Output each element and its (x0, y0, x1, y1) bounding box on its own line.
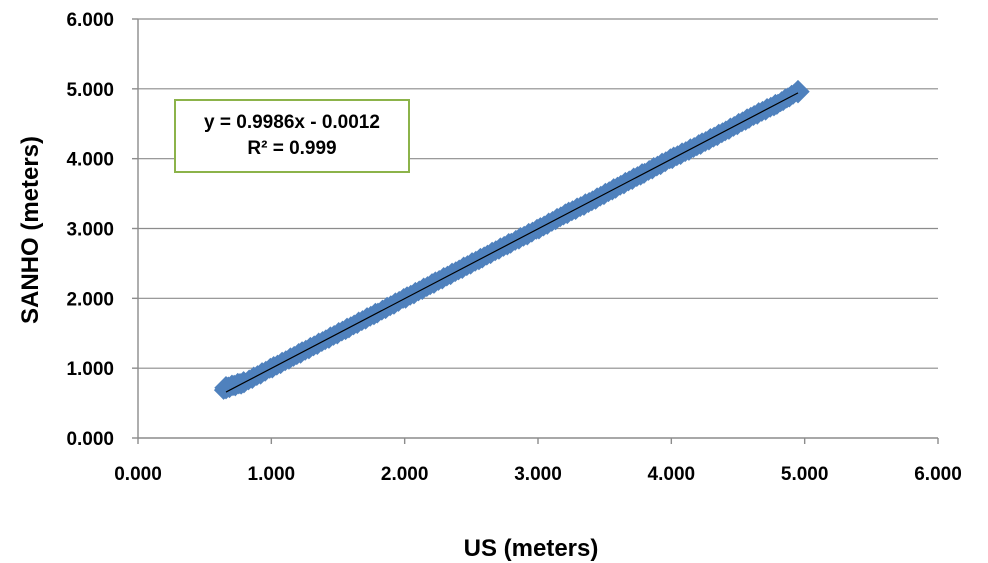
r-squared-label: R² = 0.999 (247, 138, 337, 159)
y-tick-label: 6.000 (66, 10, 114, 31)
y-tick-label: 1.000 (66, 359, 114, 380)
x-tick-label: 6.000 (914, 464, 962, 485)
y-tick-label: 5.000 (66, 80, 114, 101)
x-axis-title: US (meters) (464, 535, 599, 562)
y-tick-label: 4.000 (66, 150, 114, 171)
x-tick-label: 0.000 (114, 464, 162, 485)
gridlines (138, 18, 938, 369)
y-tick-label: 3.000 (66, 220, 114, 241)
y-tick-label: 2.000 (66, 289, 114, 310)
x-tick-label: 2.000 (381, 464, 429, 485)
x-tick-label: 3.000 (514, 464, 562, 485)
data-point (786, 79, 810, 104)
y-axis-title: SANHO (meters) (17, 136, 44, 324)
data-point (214, 376, 238, 400)
y-tick-label: 0.000 (66, 429, 114, 450)
trendline-equation: y = 0.9986x - 0.0012 (204, 112, 380, 133)
x-tick-label: 4.000 (648, 464, 696, 485)
trendline-equation-box: y = 0.9986x - 0.0012 R² = 0.999 (174, 99, 410, 173)
trendline (225, 92, 799, 393)
trendline-group (225, 92, 799, 393)
x-tick-labels: 0.000 1.000 2.000 3.000 4.000 5.000 6.000 (114, 464, 962, 485)
y-tick-labels: 0.000 1.000 2.000 3.000 4.000 5.000 6.000 (66, 10, 114, 450)
x-tick-label: 1.000 (248, 464, 296, 485)
x-tick-label: 5.000 (781, 464, 829, 485)
axes (132, 18, 939, 444)
